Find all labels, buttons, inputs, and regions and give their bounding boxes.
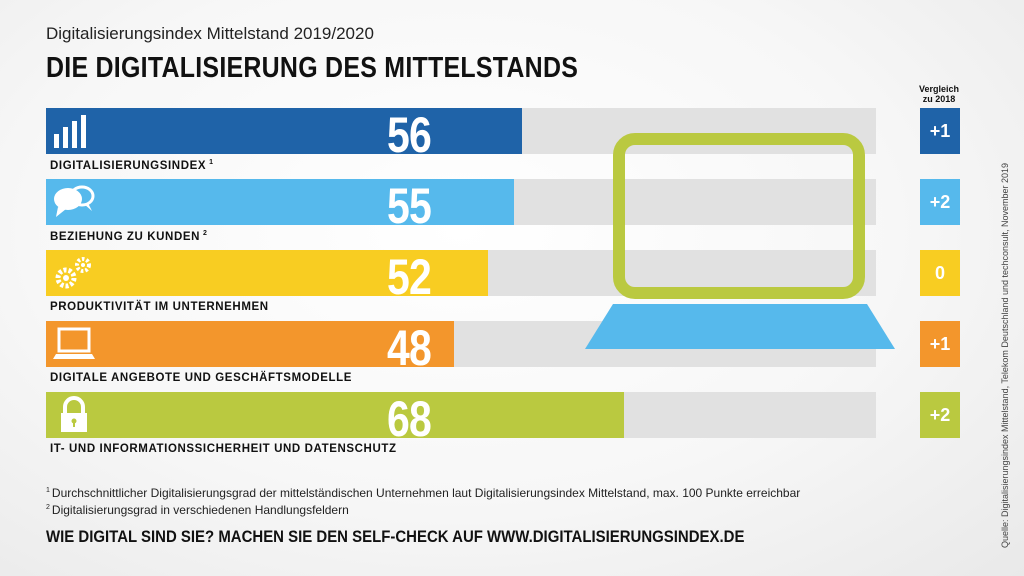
speech-bubbles-icon: [52, 183, 96, 221]
footnote-2: 2 Digitalisierungsgrad in verschiedenen H…: [46, 503, 349, 517]
compare-header-line2: zu 2018: [922, 94, 956, 104]
bar-value-label: 56: [387, 107, 432, 163]
footnote-mark: 2: [203, 230, 208, 237]
category-label: PRODUKTIVITÄT IM UNTERNEHMEN: [50, 301, 269, 313]
comparison-badge: +1: [920, 108, 960, 154]
footnote-2-text: Digitalisierungsgrad in verschiedenen Ha…: [51, 503, 349, 517]
footnote-1-text: Durchschnittlicher Digitalisierungsgrad …: [51, 486, 801, 500]
footnote-1: 1 Durchschnittlicher Digitalisierungsgrad…: [46, 486, 800, 500]
footnote-mark: 1: [209, 159, 214, 166]
category-label-text: DIGITALISIERUNGSINDEX: [50, 159, 207, 172]
comparison-badge: +1: [920, 321, 960, 367]
bar: [46, 250, 488, 296]
footnote-2-mark: 2: [46, 504, 50, 511]
laptop-base: [585, 304, 895, 349]
comparison-badge: +2: [920, 392, 960, 438]
bar-value-label: 48: [387, 320, 432, 376]
self-check-cta: WIE DIGITAL SIND SIE? MACHEN SIE DEN SEL…: [46, 527, 745, 546]
page-title: DIE DIGITALISIERUNG DES MITTELSTANDS: [46, 52, 579, 84]
gears-icon: [52, 254, 96, 292]
comparison-badge: +2: [920, 179, 960, 225]
laptop-illustration-icon: [585, 133, 895, 349]
padlock-icon: [52, 396, 96, 434]
bar-value-label: 55: [387, 178, 432, 234]
compare-header: Vergleich zu 2018: [906, 84, 972, 104]
compare-header-line1: Vergleich: [918, 84, 960, 94]
category-label-text: PRODUKTIVITÄT IM UNTERNEHMEN: [50, 301, 269, 313]
bar-chart-icon: [52, 112, 96, 150]
laptop-screen: [613, 133, 865, 299]
bar-value-label: 68: [387, 391, 432, 447]
bar: [46, 392, 624, 438]
category-label: DIGITALE ANGEBOTE UND GESCHÄFTSMODELLE: [50, 372, 352, 384]
subtitle: Digitalisierungsindex Mittelstand 2019/2…: [46, 24, 374, 43]
category-label: IT- UND INFORMATIONSSICHERHEIT UND DATEN…: [50, 443, 397, 455]
category-label-text: BEZIEHUNG ZU KUNDEN: [50, 230, 201, 243]
bar: [46, 108, 522, 154]
footnote-1-mark: 1: [46, 487, 50, 494]
bar: [46, 179, 514, 225]
bar-value-label: 52: [387, 249, 432, 305]
laptop-icon: [52, 325, 96, 363]
category-label-text: DIGITALE ANGEBOTE UND GESCHÄFTSMODELLE: [50, 372, 352, 384]
bar: [46, 321, 454, 367]
category-label: DIGITALISIERUNGSINDEX 1: [50, 159, 214, 172]
comparison-badge: 0: [920, 250, 960, 296]
category-label: BEZIEHUNG ZU KUNDEN 2: [50, 230, 208, 243]
source-note: Quelle: Digitalisierungsindex Mittelstan…: [1000, 162, 1010, 548]
category-label-text: IT- UND INFORMATIONSSICHERHEIT UND DATEN…: [50, 443, 397, 455]
